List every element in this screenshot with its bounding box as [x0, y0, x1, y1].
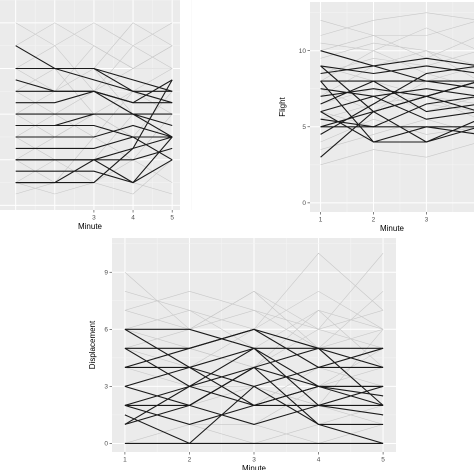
- y-tick-label: 0: [104, 441, 108, 448]
- highlighted-series-line-6: [320, 80, 474, 113]
- x-tick-label: 5: [170, 215, 174, 222]
- x-tick-label: 4: [317, 457, 321, 464]
- highlighted-series-line-9: [124, 366, 384, 425]
- highlighted-series-line-0: [320, 50, 474, 67]
- x-tick-label: 1: [123, 457, 127, 464]
- chart-panel-top-right: 1 2 3 0 5 10 Minute Flight: [278, 2, 474, 233]
- highlighted-series-line-5: [15, 90, 173, 104]
- chart-panel-top-left: 3 4 5 Minute: [0, 0, 192, 231]
- highlighted-series-line-13: [15, 159, 173, 184]
- y-tick-label: 9: [104, 270, 108, 277]
- x-tick-label: 5: [381, 457, 385, 464]
- y-axis-title: Flight: [278, 96, 287, 116]
- background-series-line-1: [320, 20, 474, 36]
- background-series-line-2: [15, 45, 173, 92]
- x-tick-label: 1: [319, 217, 323, 224]
- background-series-line-10: [320, 143, 474, 166]
- y-tick-label: 0: [302, 200, 306, 207]
- highlighted-series-line-11: [320, 66, 474, 135]
- background-series-line-13: [320, 35, 474, 59]
- highlighted-series-line-14: [124, 328, 384, 406]
- chart-panel-bottom: 1 2 3 4 5 0 3 6 9 Minute Displacement: [88, 238, 396, 470]
- highlighted-series-line-2: [320, 65, 474, 82]
- plot-background-0: [0, 0, 180, 210]
- y-tick-label: 5: [302, 124, 306, 131]
- highlighted-series-line-8: [320, 96, 474, 128]
- highlighted-series-line-11: [124, 385, 384, 445]
- highlighted-series-line-14: [320, 111, 474, 143]
- x-tick-label: 3: [252, 457, 256, 464]
- x-axis-title: Minute: [380, 224, 405, 233]
- x-tick-label: 3: [92, 215, 96, 222]
- highlighted-series-line-3: [320, 80, 474, 89]
- highlighted-series-line-10: [15, 136, 173, 149]
- highlighted-series-line-9: [15, 124, 173, 138]
- background-series-line-2: [320, 27, 474, 52]
- highlighted-series-line-10: [124, 404, 384, 425]
- y-axis-title: Displacement: [88, 320, 97, 369]
- x-tick-label: 4: [131, 215, 135, 222]
- y-tick-label: 6: [104, 327, 108, 334]
- highlighted-series-line-13: [320, 80, 474, 143]
- x-axis-title: Minute: [78, 222, 103, 231]
- highlighted-series-line-15: [320, 65, 474, 113]
- y-tick-label: 10: [299, 48, 307, 55]
- x-tick-label: 2: [188, 457, 192, 464]
- x-tick-label: 3: [425, 217, 429, 224]
- x-axis-title: Minute: [242, 464, 267, 470]
- x-tick-label: 2: [372, 217, 376, 224]
- highlighted-series-line-15: [15, 136, 173, 184]
- y-tick-label: 3: [104, 384, 108, 391]
- highlighted-series-line-7: [320, 95, 474, 120]
- highlighted-series-line-13: [124, 347, 384, 425]
- background-series-line-4: [124, 309, 384, 349]
- background-series-line-0: [15, 22, 173, 47]
